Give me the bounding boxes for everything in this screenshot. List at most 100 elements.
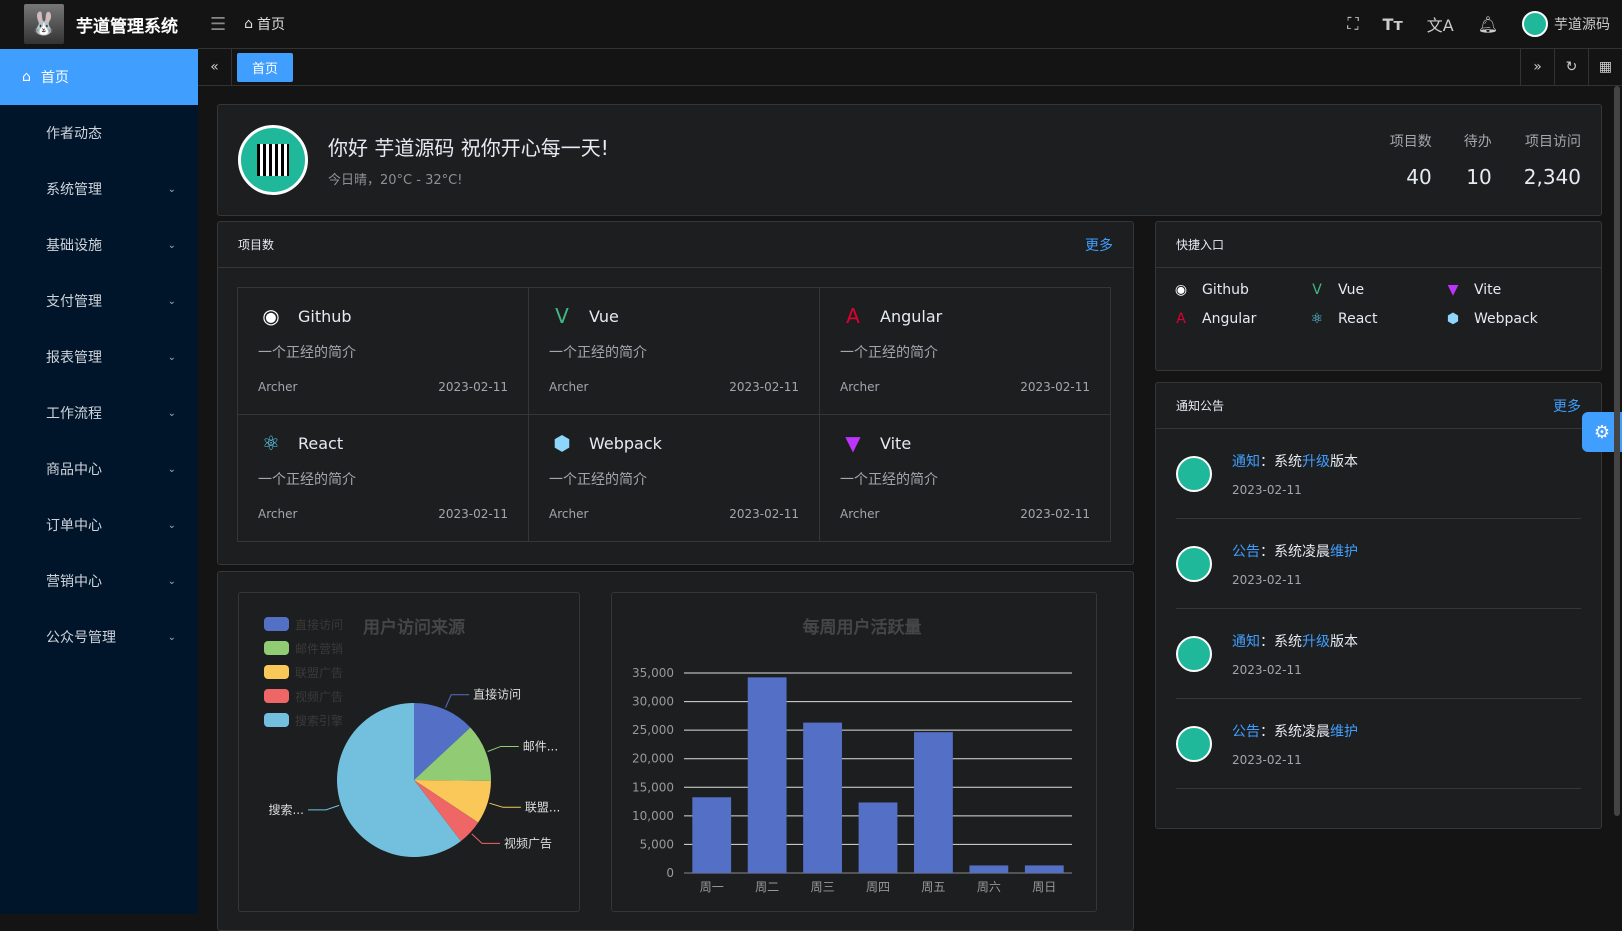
- user-name: 芋道源码: [1554, 17, 1610, 33]
- bar: [858, 802, 898, 873]
- notice-date: 2023-02-11: [1232, 482, 1302, 497]
- x-tick-label: 周五: [921, 880, 945, 894]
- chevron-down-icon: ⌄: [167, 631, 176, 643]
- y-tick-label: 15,000: [632, 780, 674, 794]
- project-card[interactable]: ⚛ React 一个正经的简介 Archer 2023-02-11: [237, 414, 529, 542]
- quick-entry-card: 快捷入口 ◉ Github V Vue ▼ Vite A Angular ⚛ React ⬢ Webp…: [1155, 221, 1602, 371]
- sidebar-item-label: 首页: [40, 70, 69, 86]
- legend-swatch: [264, 665, 289, 679]
- project-card[interactable]: ◉ Github 一个正经的简介 Archer 2023-02-11: [237, 287, 529, 415]
- project-date: 2023-02-11: [1020, 380, 1090, 394]
- project-desc: 一个正经的简介: [258, 345, 356, 361]
- notice-item[interactable]: 公告：系统凌晨维护 2023-02-11: [1176, 699, 1581, 789]
- sidebar-item-9[interactable]: 营销中心 ⌄: [0, 553, 198, 609]
- quick-entry-item[interactable]: ▼ Vite: [1444, 282, 1580, 298]
- quick-entry-label: Github: [1202, 282, 1249, 298]
- pie-slice: [414, 727, 491, 781]
- breadcrumb-item[interactable]: 首页: [257, 17, 286, 33]
- quick-entry-label: Vue: [1338, 282, 1365, 298]
- page-scrollbar[interactable]: [1614, 86, 1620, 816]
- notice-item[interactable]: 通知：系统升级版本 2023-02-11: [1176, 609, 1581, 699]
- sidebar-item-label: 系统管理: [46, 182, 102, 198]
- quick-entry-label: React: [1338, 311, 1378, 327]
- pie-label-line: [489, 802, 521, 808]
- language-icon[interactable]: 文A: [1426, 16, 1454, 35]
- greeting-card: 你好 芋道源码 祝你开心每一天! 今日晴，20°C - 32°C! 项目数 40 …: [217, 104, 1602, 216]
- quick-entry-item[interactable]: ⬢ Webpack: [1444, 311, 1580, 327]
- project-desc: 一个正经的简介: [840, 472, 938, 488]
- bar: [803, 722, 842, 873]
- sidebar-item-3[interactable]: 基础设施 ⌄: [0, 217, 198, 273]
- sidebar-item-10[interactable]: 公众号管理 ⌄: [0, 609, 198, 665]
- user-menu[interactable]: 芋道源码: [1522, 11, 1610, 37]
- sidebar-item-label: 支付管理: [46, 294, 102, 310]
- pie-slice-label: 联盟...: [525, 800, 560, 814]
- project-date: 2023-02-11: [438, 380, 508, 394]
- angular-icon: A: [1176, 311, 1186, 327]
- project-author: Archer: [258, 380, 298, 394]
- font-size-icon[interactable]: Tт: [1382, 14, 1403, 34]
- legend-swatch: [264, 713, 289, 727]
- bar-title: 每周用户活跃量: [803, 617, 922, 638]
- chevron-down-icon: ⌄: [167, 463, 176, 475]
- quick-entry-item[interactable]: ◉ Github: [1172, 282, 1308, 298]
- sidebar-item-2[interactable]: 系统管理 ⌄: [0, 161, 198, 217]
- pie-slice-label: 直接访问: [473, 687, 521, 702]
- legend-swatch: [264, 617, 289, 631]
- pie-slice-label: 搜索...: [268, 802, 303, 817]
- y-tick-label: 25,000: [632, 723, 674, 737]
- fullscreen-icon[interactable]: ⛶: [1347, 14, 1359, 33]
- sidebar-item-0[interactable]: ⌂ 首页: [0, 49, 198, 105]
- project-name: Vue: [589, 306, 619, 326]
- logo[interactable]: 🐰 芋道管理系统: [0, 0, 198, 49]
- pie-slice-label: 邮件...: [523, 739, 558, 753]
- github-icon: ◉: [1174, 282, 1188, 298]
- bell-icon[interactable]: 🔔︎: [1477, 14, 1498, 34]
- project-card[interactable]: ⬢ Webpack 一个正经的简介 Archer 2023-02-11: [528, 414, 820, 542]
- bar: [1024, 865, 1064, 873]
- notice-date: 2023-02-11: [1232, 662, 1302, 677]
- sidebar-item-7[interactable]: 商品中心 ⌄: [0, 441, 198, 497]
- notice-more-link[interactable]: 更多: [1553, 398, 1581, 415]
- notice-text: 公告：系统凌晨维护: [1232, 723, 1358, 740]
- quick-entry-item[interactable]: V Vue: [1308, 282, 1444, 298]
- sidebar-item-5[interactable]: 报表管理 ⌄: [0, 329, 198, 385]
- project-card[interactable]: V Vue 一个正经的简介 Archer 2023-02-11: [528, 287, 820, 415]
- bar-chart: 每周用户活跃量 0 5,000 10,000 15,000 20,000 25,000 30,…: [632, 617, 1072, 894]
- sidebar-item-1[interactable]: 作者动态: [0, 105, 198, 161]
- scroll-left-icon[interactable]: «: [198, 48, 232, 86]
- webpack-icon: ⬢: [1446, 311, 1460, 327]
- grid-menu-icon[interactable]: ▦: [1588, 48, 1622, 86]
- notice-item[interactable]: 通知：系统升级版本 2023-02-11: [1176, 429, 1581, 519]
- chevron-down-icon: ⌄: [167, 295, 176, 307]
- notice-item[interactable]: 公告：系统凌晨维护 2023-02-11: [1176, 519, 1581, 609]
- notice-title: 通知公告: [1176, 399, 1225, 413]
- refresh-icon[interactable]: ↻: [1554, 48, 1588, 86]
- projects-more-link[interactable]: 更多: [1085, 237, 1113, 254]
- scroll-right-icon[interactable]: »: [1520, 48, 1554, 86]
- sidebar-item-8[interactable]: 订单中心 ⌄: [0, 497, 198, 553]
- project-author: Archer: [549, 380, 589, 394]
- sidebar-item-4[interactable]: 支付管理 ⌄: [0, 273, 198, 329]
- stat-todo: 待办 10: [1463, 134, 1492, 189]
- notice-text: 公告：系统凌晨维护: [1232, 543, 1358, 560]
- quick-entry-title: 快捷入口: [1176, 238, 1225, 252]
- x-tick-label: 周一: [700, 880, 724, 894]
- project-card[interactable]: A Angular 一个正经的简介 Archer 2023-02-11: [819, 287, 1111, 415]
- sidebar-item-label: 公众号管理: [46, 630, 116, 646]
- project-card[interactable]: ▼ Vite 一个正经的简介 Archer 2023-02-11: [819, 414, 1111, 542]
- notice-card: 通知公告 更多 通知：系统升级版本 2023-02-11 公告：系统凌晨维护 2023-…: [1155, 382, 1602, 829]
- quick-entry-item[interactable]: ⚛ React: [1308, 311, 1444, 327]
- sidebar-item-label: 作者动态: [46, 126, 102, 142]
- quick-entry-label: Angular: [1202, 311, 1257, 327]
- sidebar-item-label: 订单中心: [46, 518, 102, 534]
- chevron-down-icon: ⌄: [167, 519, 176, 531]
- weather-text: 今日晴，20°C - 32°C!: [328, 173, 463, 188]
- tab-home[interactable]: 首页: [237, 52, 294, 82]
- pie-title: 用户访问来源: [363, 617, 465, 638]
- sidebar-item-6[interactable]: 工作流程 ⌄: [0, 385, 198, 441]
- menu-collapse-icon[interactable]: ☰: [210, 13, 227, 35]
- project-date: 2023-02-11: [438, 507, 508, 521]
- quick-entry-item[interactable]: A Angular: [1172, 311, 1308, 327]
- project-date: 2023-02-11: [729, 507, 799, 521]
